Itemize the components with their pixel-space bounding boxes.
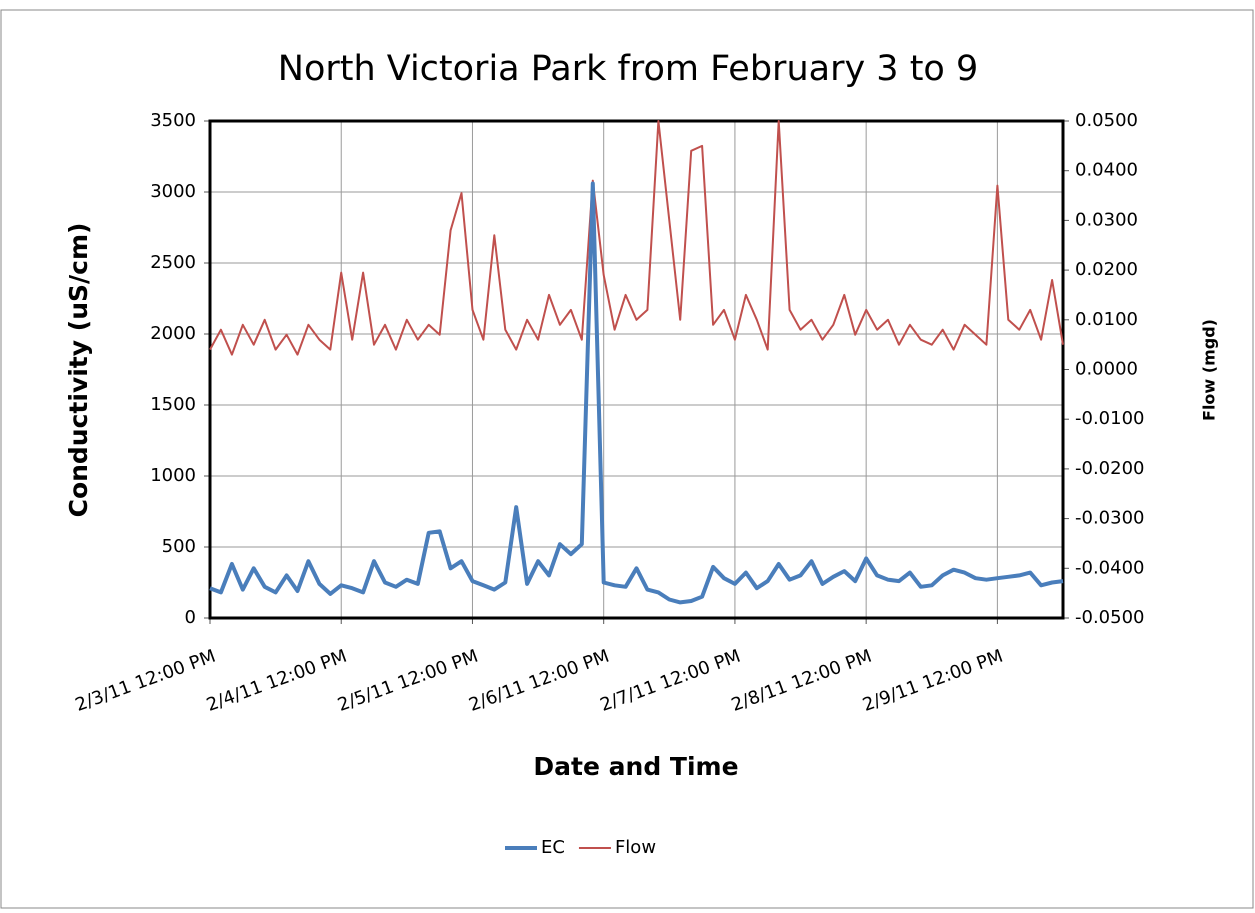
y-tick-label: 2500 bbox=[150, 252, 196, 273]
y-tick-label: 1500 bbox=[150, 394, 196, 415]
y-tick-label: 1000 bbox=[150, 465, 196, 486]
y-axis-label: Conductivity (uS/cm) bbox=[64, 223, 93, 518]
y2-tick-label: 0.0200 bbox=[1075, 259, 1138, 280]
x-axis-label: Date and Time bbox=[533, 752, 738, 781]
y2-tick-label: 0.0100 bbox=[1075, 309, 1138, 330]
y-tick-label: 500 bbox=[162, 536, 196, 557]
y2-axis-label: Flow (mgd) bbox=[1200, 319, 1219, 421]
y2-tick-label: -0.0100 bbox=[1075, 408, 1144, 429]
legend-label: Flow bbox=[615, 837, 656, 858]
y-tick-label: 3000 bbox=[150, 181, 196, 202]
y2-tick-label: 0.0500 bbox=[1075, 110, 1138, 131]
series-line bbox=[209, 120, 1064, 356]
y2-tick-label: -0.0500 bbox=[1075, 607, 1144, 628]
y2-tick-label: -0.0300 bbox=[1075, 508, 1144, 529]
y-tick-label: 2000 bbox=[150, 323, 196, 344]
chart-title: North Victoria Park from February 3 to 9 bbox=[278, 49, 978, 89]
plot-border bbox=[208, 119, 1065, 620]
y2-tick-label: 0.0400 bbox=[1075, 160, 1138, 181]
legend-label: EC bbox=[541, 837, 565, 858]
y2-tick-label: -0.0400 bbox=[1075, 557, 1144, 578]
series-line bbox=[209, 181, 1064, 605]
y2-tick-label: -0.0200 bbox=[1075, 458, 1144, 479]
y2-tick-label: 0.0000 bbox=[1075, 359, 1138, 380]
y2-tick-label: 0.0300 bbox=[1075, 209, 1138, 230]
y-tick-label: 3500 bbox=[150, 110, 196, 131]
y-tick-label: 0 bbox=[185, 607, 196, 628]
